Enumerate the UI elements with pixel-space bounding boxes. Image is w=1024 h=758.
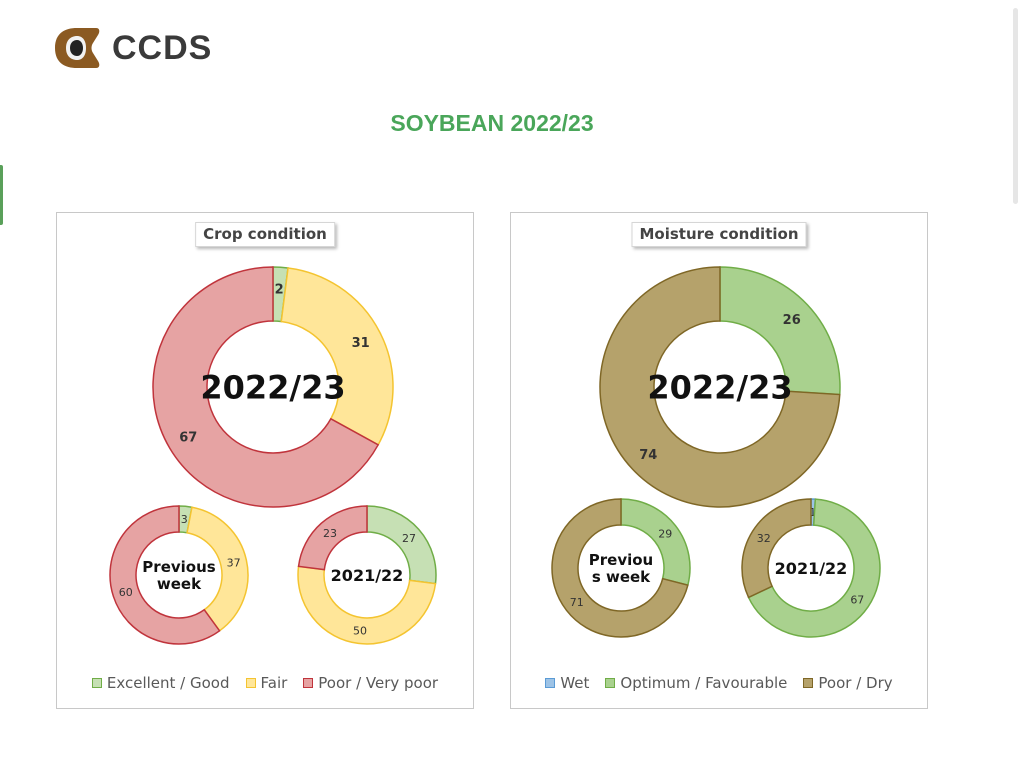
moisture-condition-title: Moisture condition — [631, 222, 807, 247]
donut-center-label: Previous — [142, 558, 215, 576]
donut-value-label: 31 — [352, 336, 370, 351]
donut-center-label: Previou — [589, 551, 653, 569]
donut-value-label: 27 — [402, 532, 416, 545]
donut-value-label: 26 — [783, 313, 801, 328]
donut-last-season: 1 67 32 2021/22 — [741, 498, 881, 638]
logo: CCDS — [50, 24, 212, 72]
donut-value-label: 37 — [227, 557, 241, 570]
crop-condition-panel: 2 31 67 2022/23 3 37 60 Previous week 27 50 23 2021/… — [56, 212, 474, 709]
moisture-condition-panel: 26 74 2022/23 29 71 Previou s week 1 67 32 2021/22… — [510, 212, 928, 709]
moisture-condition-legend: Wet Optimum / Favourable Poor / Dry — [511, 674, 927, 692]
donut-segment-fair — [280, 267, 394, 446]
donut-current: 26 74 2022/23 — [599, 266, 841, 508]
donut-center-label: week — [157, 575, 202, 593]
donut-current: 2 31 67 2022/23 — [152, 266, 394, 508]
legend-swatch-optimum — [605, 678, 616, 688]
legend-item-optimum: Optimum / Favourable — [605, 674, 787, 692]
donut-segment-poor — [152, 266, 380, 508]
donut-segment-dry — [551, 498, 689, 638]
legend-item-fair: Fair — [245, 674, 288, 692]
legend-item-wet: Wet — [545, 674, 589, 692]
legend-label: Poor / Dry — [818, 674, 893, 692]
legend-label: Wet — [560, 674, 590, 692]
legend-swatch-fair — [245, 678, 256, 688]
donut-segment-dry — [741, 498, 812, 599]
legend-swatch-dry — [803, 678, 814, 688]
donut-value-label: 23 — [323, 527, 337, 540]
crop-condition-title: Crop condition — [195, 222, 335, 247]
donut-value-label: 67 — [850, 593, 864, 606]
donut-center-label: 2021/22 — [331, 566, 404, 585]
moisture-condition-chart: 26 74 2022/23 29 71 Previous week 1 67 32 2021/22 — [551, 266, 881, 638]
logo-text: CCDS — [112, 28, 213, 67]
donut-value-label: 67 — [179, 431, 197, 446]
side-tab-marker — [0, 165, 3, 225]
donut-segment-fair — [297, 565, 437, 645]
donut-center-label: 2022/23 — [200, 369, 345, 407]
donut-segment-optimum — [747, 498, 881, 638]
legend-swatch-poor — [303, 678, 314, 688]
page-title: SOYBEAN 2022/23 — [390, 110, 594, 136]
donut-value-label: 71 — [570, 596, 584, 609]
donut-previous-week: 29 71 Previous week — [551, 498, 691, 638]
legend-item-dry: Poor / Dry — [803, 674, 893, 692]
donut-value-label: 1 — [809, 506, 816, 519]
legend-item-poor: Poor / Very poor — [303, 674, 438, 692]
donut-center-label: s week — [592, 568, 651, 586]
donut-segment-optimum — [719, 266, 841, 396]
donut-value-label: 2 — [275, 282, 284, 297]
legend-label: Fair — [260, 674, 288, 692]
donut-center-label: 2022/23 — [647, 369, 792, 407]
donut-value-label: 74 — [639, 448, 657, 463]
donut-segment-fair — [186, 506, 249, 632]
legend-label: Excellent / Good — [106, 674, 230, 692]
legend-label: Optimum / Favourable — [620, 674, 788, 692]
legend-swatch-excellent — [91, 678, 102, 688]
donut-value-label: 3 — [181, 513, 188, 526]
donut-segment-poor — [109, 505, 221, 645]
donut-value-label: 32 — [757, 532, 771, 545]
crop-condition-legend: Excellent / Good Fair Poor / Very poor — [57, 674, 473, 692]
donut-segment-poor — [297, 505, 368, 571]
donut-center-label: 2021/22 — [775, 559, 848, 578]
donut-segment-dry — [599, 266, 841, 508]
legend-swatch-wet — [545, 678, 556, 688]
donut-value-label: 29 — [658, 528, 672, 541]
legend-label: Poor / Very poor — [318, 674, 439, 692]
donut-value-label: 50 — [353, 624, 367, 637]
scrollbar[interactable] — [1013, 8, 1018, 204]
donut-last-season: 27 50 23 2021/22 — [297, 505, 437, 645]
legend-item-excellent: Excellent / Good — [91, 674, 230, 692]
donut-value-label: 60 — [119, 586, 133, 599]
ccds-logo-icon — [55, 28, 100, 68]
